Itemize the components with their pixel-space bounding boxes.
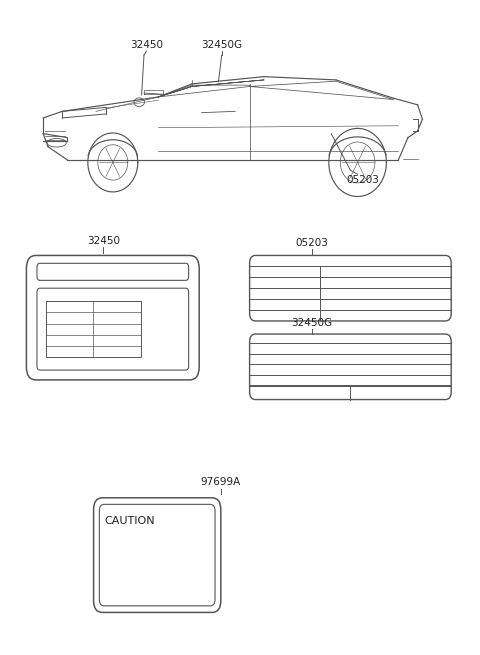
Text: 32450G: 32450G xyxy=(291,318,333,328)
Text: 32450G: 32450G xyxy=(201,40,242,50)
Bar xyxy=(46,301,141,357)
Text: 97699A: 97699A xyxy=(201,477,241,487)
Text: 05203: 05203 xyxy=(346,175,379,185)
Text: CAUTION: CAUTION xyxy=(104,516,155,526)
Text: 32450: 32450 xyxy=(130,40,163,50)
Text: 32450: 32450 xyxy=(87,236,120,246)
Text: 05203: 05203 xyxy=(296,238,328,248)
